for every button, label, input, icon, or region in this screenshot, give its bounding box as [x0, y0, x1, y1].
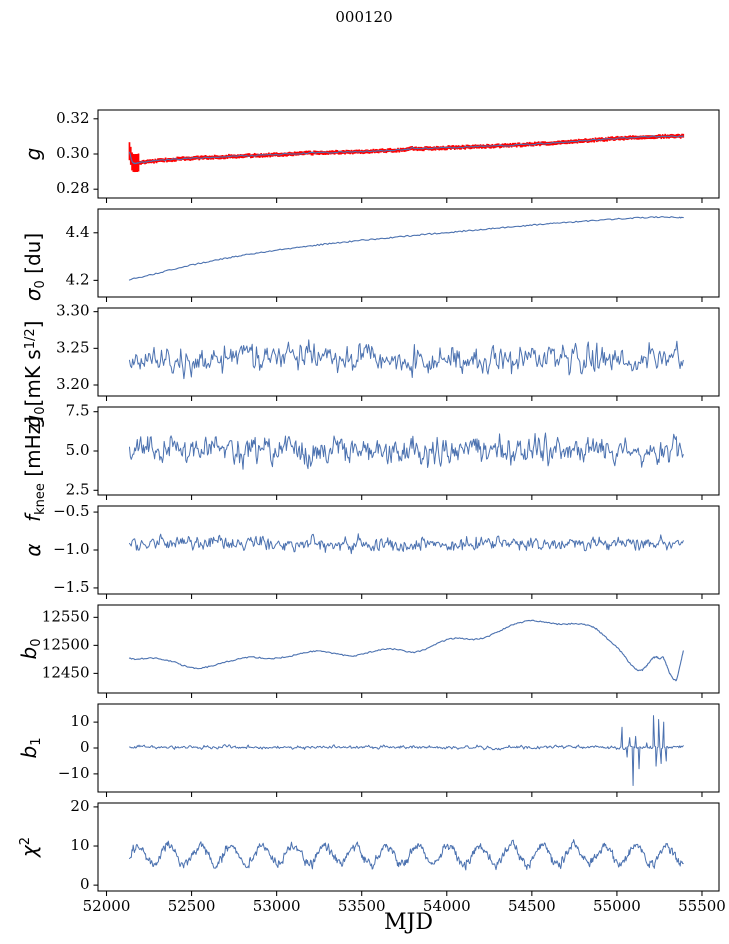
panel-fknee: 2.5 5.0 7.5 — [66, 402, 720, 500]
x-tick-label: 52500 — [168, 897, 216, 915]
alpha-measured — [128, 533, 684, 555]
sigma0-measured — [128, 216, 684, 281]
g0-measured — [128, 339, 684, 380]
panel-alpha: −1.5 −1.0 −0.5 — [53, 502, 720, 599]
b1-measured — [128, 715, 684, 787]
figure-title: 000120 — [335, 8, 392, 26]
y-tick-label: 4.4 — [66, 223, 90, 241]
y-tick-label: 7.5 — [66, 402, 90, 420]
chi2-measured — [128, 839, 684, 871]
y-tick-label: 0.30 — [56, 144, 89, 162]
x-axis-title: MJD — [384, 910, 433, 935]
ylabel-b0: b0 — [17, 639, 44, 660]
y-tick-label: 5.0 — [66, 441, 90, 459]
panel-frame — [97, 604, 720, 694]
y-tick-label: −1.0 — [53, 540, 89, 558]
y-tick-label: 12500 — [42, 635, 90, 653]
x-tick-label: 55500 — [678, 897, 726, 915]
ylabel-gain: g — [21, 148, 45, 161]
y-tick-label: −10 — [58, 764, 90, 782]
x-tick-label: 53500 — [338, 897, 386, 915]
panel-g0: 3.20 3.25 3.30 — [56, 302, 720, 401]
ylabel-sigma0: σ0 [du] — [21, 233, 48, 301]
gain-measured — [128, 135, 684, 165]
x-tick-label: 52000 — [83, 897, 131, 915]
ylabel-b1: b1 — [17, 738, 44, 759]
ylabel-alpha: α — [21, 543, 45, 556]
x-tick-label: 55000 — [593, 897, 641, 915]
ylabel-fknee: fknee [mHz] — [21, 416, 48, 522]
y-tick-label: 3.20 — [56, 375, 89, 393]
x-tick-label: 54500 — [508, 897, 556, 915]
b0-measured — [128, 619, 684, 682]
panel-gain: 0.28 0.30 0.32 — [56, 109, 720, 203]
fknee-measured — [128, 432, 684, 470]
y-tick-label: 12450 — [42, 663, 90, 681]
ylabel-g0: g0[mK s1/2] — [21, 321, 48, 428]
ylabel-chi2: χ2 — [17, 837, 41, 858]
x-tick-label: 53000 — [253, 897, 301, 915]
y-tick-label: −1.5 — [53, 578, 89, 596]
panel-frame — [97, 109, 720, 199]
panel-b1: −10 0 10 — [58, 703, 720, 797]
panel-frame — [97, 307, 720, 397]
panel-frame — [97, 208, 720, 298]
panel-sigma0: 4.2 4.4 — [66, 208, 720, 302]
panel-frame — [97, 802, 720, 892]
y-tick-label: 12550 — [42, 607, 90, 625]
panel-frame — [97, 505, 720, 595]
y-tick-label: 2.5 — [66, 480, 90, 498]
panel-frame — [97, 406, 720, 496]
y-tick-label: 0 — [80, 738, 90, 756]
y-tick-label: 4.2 — [66, 270, 90, 288]
x-tick-label: 54000 — [423, 897, 471, 915]
y-tick-label: −0.5 — [53, 502, 89, 520]
y-tick-label: 10 — [70, 836, 89, 854]
panel-b0: 12450 12500 12550 — [42, 604, 720, 698]
y-tick-label: 10 — [70, 712, 89, 730]
panel-chi2: 0 10 20 52000 52500 53000 53500 54000 54500 55000… — [70, 797, 725, 915]
y-tick-label: 3.30 — [56, 302, 89, 320]
y-tick-label: 3.25 — [56, 338, 89, 356]
y-tick-label: 20 — [70, 797, 89, 815]
y-tick-label: 0.32 — [56, 109, 89, 127]
y-tick-label: 0.28 — [56, 179, 89, 197]
y-tick-label: 0 — [80, 875, 90, 893]
